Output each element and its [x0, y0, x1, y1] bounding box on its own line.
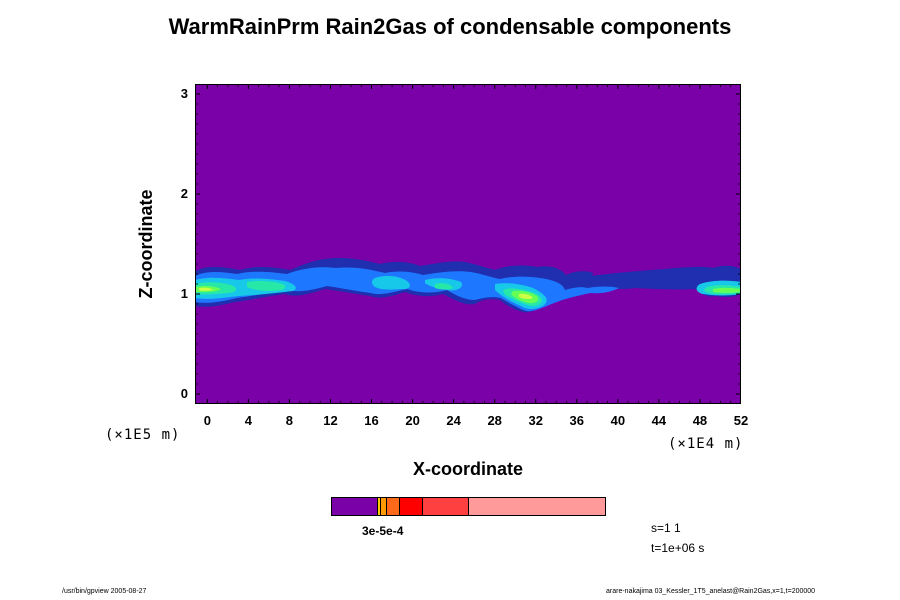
colorbar-label: 3e-5e-4	[362, 524, 404, 538]
x-axis-label: X-coordinate	[412, 459, 523, 479]
y-tick-label: 2	[180, 186, 188, 201]
colorbar-segment	[381, 498, 387, 515]
x-tick-label: 0	[203, 413, 211, 428]
y-tick-label: 3	[180, 86, 188, 101]
x-tick-label: 32	[528, 413, 543, 428]
x-tick-label: 24	[446, 413, 461, 428]
x-tick-label: 40	[610, 413, 626, 428]
y-scale-label: (×1E5 m)	[105, 427, 181, 443]
x-tick-label: 20	[405, 413, 420, 428]
x-tick-label: 28	[487, 413, 502, 428]
colorbar-segment	[469, 498, 605, 515]
x-scale-label: (×1E4 m)	[668, 436, 744, 452]
chart-title: WarmRainPrm Rain2Gas of condensable comp…	[168, 14, 732, 39]
y-axis-label: Z-coordinate	[136, 189, 156, 299]
tick-marks	[195, 84, 741, 404]
plot-area	[195, 84, 741, 404]
footer-right: arare-nakajima 03_Kessler_1T5_anelast@Ra…	[606, 588, 816, 595]
y-tick-label: 1	[180, 286, 188, 301]
colorbar	[331, 497, 606, 516]
footer-left: /usr/bin/gpview 2005-08-27	[62, 588, 147, 595]
time-info: t=1e+06 s	[651, 541, 705, 555]
x-tick-label: 12	[323, 413, 338, 428]
x-tick-label: 48	[692, 413, 708, 428]
x-tick-label: 16	[364, 413, 379, 428]
x-tick-label: 8	[285, 413, 294, 428]
colorbar-segment	[423, 498, 469, 515]
cloud-level-3	[195, 275, 741, 309]
x-tick-label: 36	[569, 413, 585, 428]
cloud-level-4	[195, 280, 741, 306]
colorbar-segment	[332, 498, 378, 515]
y-tick-label: 0	[180, 386, 188, 401]
cloud-band	[195, 257, 741, 313]
x-tick-label: 44	[651, 413, 667, 428]
colorbar-segment	[387, 498, 400, 515]
colorbar-segment	[400, 498, 423, 515]
x-tick-label: 4	[244, 413, 252, 428]
heatmap-background	[195, 84, 741, 404]
section-info: s=1 1	[651, 521, 681, 535]
colorbar-segment	[378, 498, 381, 515]
x-tick-label: 52	[733, 413, 749, 428]
